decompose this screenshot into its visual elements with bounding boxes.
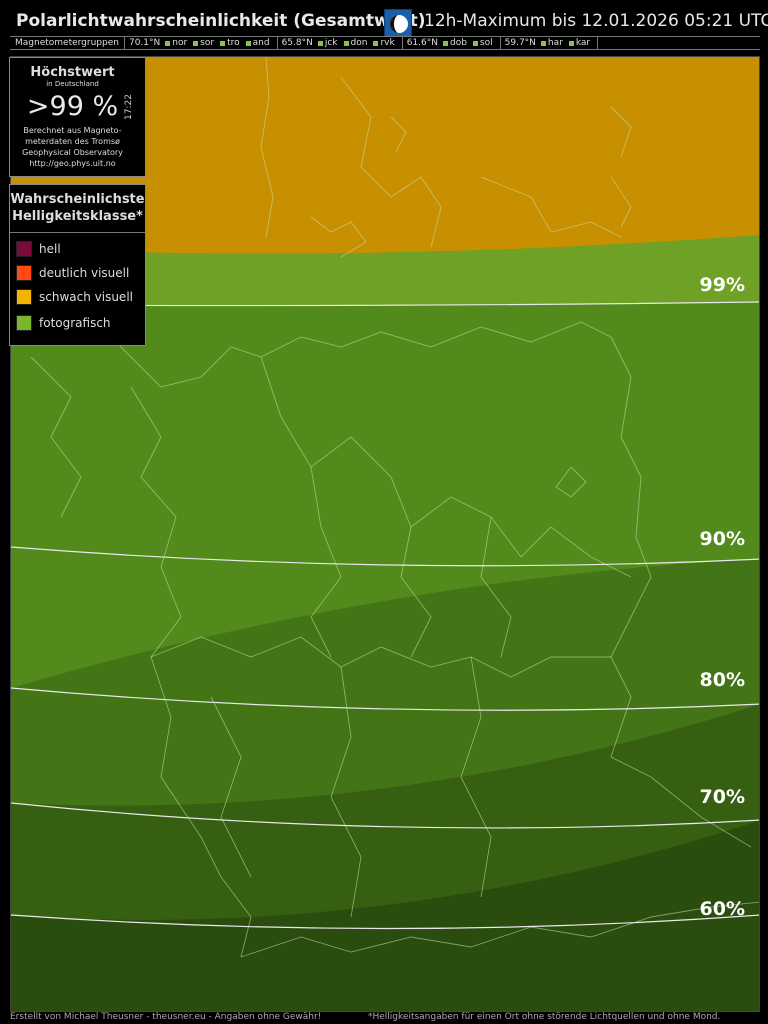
magnetometer-groups: Magnetometergruppen 70.1°N nor sor tro and 65… [10, 36, 760, 50]
station-code: jck [324, 38, 338, 48]
legend-title-line: Wahrscheinlichste [10, 192, 145, 207]
magnetometer-station: har [540, 38, 563, 48]
magnetometer-station: dob [442, 38, 467, 48]
legend-item-hell: hell [16, 241, 61, 257]
country-borders [30, 57, 759, 958]
max-value-time: 17:22 [124, 94, 134, 120]
station-status-icon [220, 40, 226, 46]
moon-phase-icon [384, 9, 412, 37]
station-status-icon [165, 40, 171, 46]
station-code: don [350, 38, 368, 48]
footer-credit: Erstellt von Michael Theusner - theusner… [10, 1012, 322, 1022]
station-status-icon [343, 40, 349, 46]
max-value-title: Höchstwert [30, 65, 115, 80]
magnetometer-station: nor [165, 38, 187, 48]
station-code: tro [227, 38, 240, 48]
contour-label-99: 99% [699, 274, 745, 296]
magnetometer-group-latitude: 59.7°N [504, 38, 536, 48]
legend-title-line: Helligkeitsklasse* [12, 209, 143, 224]
magnetometer-station: tro [220, 38, 240, 48]
legend-label: fotografisch [39, 316, 111, 330]
legend-label: hell [39, 242, 61, 256]
station-status-icon [442, 40, 448, 46]
legend-swatch [16, 289, 32, 305]
magnetometer-station: sor [193, 38, 214, 48]
magnetometer-group-latitude: 61.6°N [406, 38, 438, 48]
contour-label-70: 70% [699, 786, 745, 808]
magnetometer-group: 70.1°N nor sor tro and [125, 37, 278, 49]
zone-schwach-visuell [11, 57, 759, 254]
magnetometer-group: 65.8°N jck don rvk [278, 37, 403, 49]
legend-item-deutlich-visuell: deutlich visuell [16, 265, 129, 281]
max-value: >99 % [26, 91, 119, 122]
legend-label: schwach visuell [39, 290, 133, 304]
contour-label-80: 80% [699, 669, 745, 691]
magnetometer-station: rvk [373, 38, 395, 48]
contour-label-60: 60% [699, 898, 745, 920]
contour-lines [11, 301, 759, 930]
data-source-line: Berechnet aus Magneto- [23, 126, 122, 135]
legend-title: Wahrscheinlichste Helligkeitsklasse* [10, 185, 145, 233]
map-canvas [11, 57, 759, 1011]
station-code: sol [479, 38, 493, 48]
magnetometer-station: sol [472, 38, 493, 48]
station-code: sor [200, 38, 215, 48]
magnetometer-station: and [245, 38, 270, 48]
station-code: rvk [380, 38, 395, 48]
station-code: kar [575, 38, 591, 48]
data-source-line: Geophysical Observatory [22, 148, 123, 157]
station-code: nor [172, 38, 188, 48]
contour-line-70 [11, 802, 759, 829]
data-source-note: Berechnet aus Magneto- meterdaten des Tr… [10, 125, 135, 169]
magnetometer-group-latitude: 65.8°N [281, 38, 313, 48]
max-value-box: Höchstwert in Deutschland >99 % 17:22 Be… [9, 57, 146, 177]
station-status-icon [193, 40, 199, 46]
max-value-subtitle: in Deutschland [46, 80, 99, 88]
magnetometer-label: Magnetometergruppen [10, 37, 125, 49]
contour-line-60 [11, 914, 759, 930]
time-range-subtitle: 12h-Maximum bis 12.01.2026 05:21 UTC [424, 11, 768, 31]
magnetometer-group: 59.7°N har kar [501, 37, 599, 49]
station-code: har [547, 38, 563, 48]
header: Polarlichtwahrscheinlichkeit (Gesamtwert… [10, 8, 768, 50]
contour-line-90 [11, 546, 759, 567]
station-status-icon [568, 40, 574, 46]
data-source-link[interactable]: http://geo.phys.uit.no [29, 159, 116, 168]
legend-label: deutlich visuell [39, 266, 130, 280]
station-status-icon [317, 40, 323, 46]
magnetometer-group-latitude: 70.1°N [128, 38, 161, 48]
station-status-icon [472, 40, 478, 46]
magnetometer-station: jck [317, 38, 338, 48]
data-source-line: meterdaten des Tromsø [25, 137, 120, 146]
legend-item-fotografisch: fotografisch [16, 315, 111, 331]
legend-swatch [16, 315, 32, 331]
station-status-icon [540, 40, 546, 46]
contour-label-90: 90% [699, 528, 745, 550]
legend-swatch [16, 241, 32, 257]
footer: Erstellt von Michael Theusner - theusner… [0, 1011, 768, 1024]
station-code: and [252, 38, 270, 48]
station-status-icon [373, 40, 379, 46]
legend-item-schwach-visuell: schwach visuell [16, 289, 133, 305]
station-status-icon [245, 40, 251, 46]
brightness-legend: Wahrscheinlichste Helligkeitsklasse* hel… [9, 184, 146, 346]
magnetometer-station: kar [568, 38, 591, 48]
magnetometer-station: don [343, 38, 368, 48]
aurora-probability-map: 99% 90% 80% 70% 60% [10, 56, 760, 1012]
station-code: dob [449, 38, 467, 48]
contour-line-80 [11, 687, 759, 711]
footer-disclaimer: *Helligkeitsangaben für einen Ort ohne s… [368, 1012, 721, 1022]
magnetometer-group: 61.6°N dob sol [403, 37, 501, 49]
legend-swatch [16, 265, 32, 281]
page-title: Polarlichtwahrscheinlichkeit (Gesamtwert… [16, 11, 426, 31]
